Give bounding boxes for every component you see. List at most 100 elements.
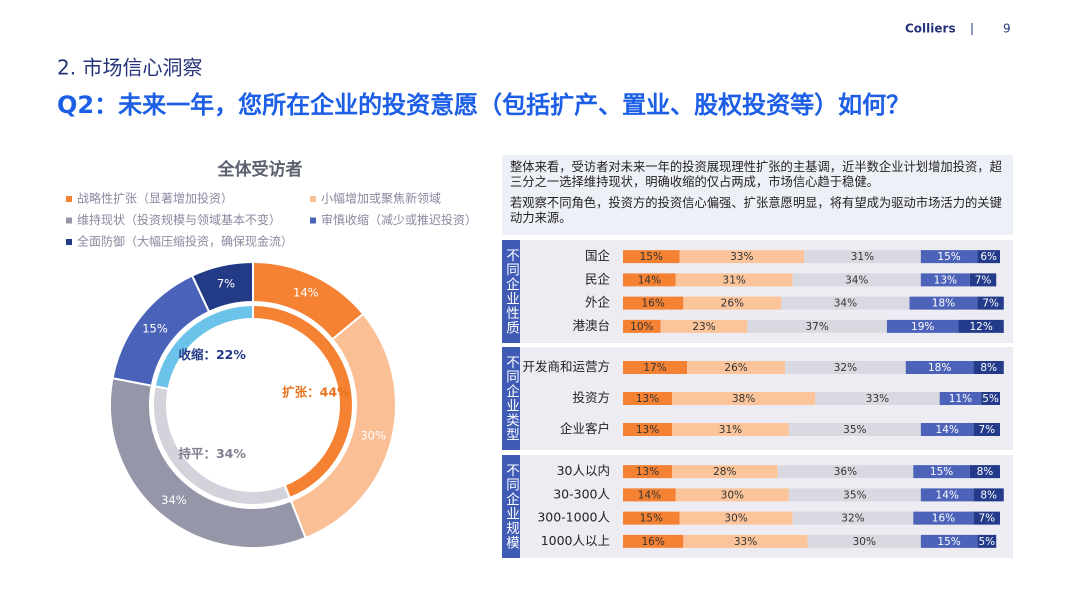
bar-segment: [939, 392, 982, 405]
bar-segment: [675, 273, 793, 287]
bar-segment: [792, 511, 914, 525]
bar-segment: [672, 392, 816, 405]
group-label: 不同企业规模: [503, 463, 520, 550]
row-label: 300-1000人: [537, 510, 610, 525]
bar-segment: [679, 250, 804, 264]
row-label: 1000人以上: [541, 533, 610, 548]
bar-segment: [675, 488, 789, 502]
bar-segment: [683, 296, 782, 310]
data-label: 35%: [843, 489, 866, 501]
data-label: 15%: [142, 321, 168, 335]
bar-segment: [660, 319, 748, 333]
data-label: 8%: [977, 466, 994, 478]
data-label: 15%: [930, 466, 953, 478]
data-label: 19%: [911, 321, 934, 333]
bar-segment: [920, 250, 978, 264]
data-label: 14%: [936, 424, 959, 436]
data-label: 30%: [360, 428, 386, 442]
bar-segment: [981, 392, 1000, 405]
bar-segment: [781, 296, 910, 310]
data-label: 持平：34%: [178, 446, 246, 461]
bar-segment: [807, 534, 921, 548]
data-label: 33%: [734, 536, 757, 548]
donut-segment: [289, 312, 397, 540]
slide-title: Q2：未来一年，您所在企业的投资意愿（包括扩产、置业、股权投资等）如何？: [57, 91, 910, 119]
bar-segment: [977, 296, 1004, 310]
row-label: 投资方: [572, 390, 610, 405]
data-label: 37%: [805, 321, 828, 333]
data-label: 13%: [934, 274, 957, 286]
group-label-bg: [502, 455, 520, 558]
data-label: 6%: [980, 251, 997, 263]
data-label: 16%: [641, 536, 664, 548]
bar-segment: [973, 488, 1004, 502]
data-label: 14%: [638, 489, 661, 501]
data-label: 18%: [928, 362, 951, 374]
bar-segment: [747, 319, 887, 333]
data-label: 31%: [723, 274, 746, 286]
bar-segment: [913, 465, 970, 479]
bar-segment: [803, 250, 921, 264]
bar-segment: [687, 361, 786, 374]
group-label-bg: [502, 347, 520, 450]
data-label: 14%: [936, 489, 959, 501]
bar-segment: [672, 465, 778, 479]
data-label: 35%: [843, 424, 866, 436]
bar-segment: [969, 273, 997, 287]
data-label: 30%: [853, 536, 876, 548]
data-label: 32%: [841, 513, 864, 525]
data-label: 14%: [638, 274, 661, 286]
data-label: 34%: [161, 493, 187, 507]
data-label: 11%: [949, 393, 972, 405]
data-label: 15%: [640, 251, 663, 263]
data-label: 30%: [721, 489, 744, 501]
data-label: 31%: [719, 424, 742, 436]
page-number: 9: [1003, 22, 1011, 36]
data-label: 7%: [975, 274, 992, 286]
bar-segment: [683, 534, 808, 548]
bar-segment: [969, 465, 1000, 479]
group-label: 不同企业性质: [503, 248, 520, 335]
data-label: 8%: [980, 489, 997, 501]
data-label: 33%: [730, 251, 753, 263]
data-label: 收缩：22%: [178, 347, 246, 362]
data-label: 16%: [932, 513, 955, 525]
data-label: 13%: [636, 466, 659, 478]
bar-segment: [777, 465, 914, 479]
data-label: 26%: [721, 298, 744, 310]
data-label: 30%: [724, 513, 747, 525]
bar-segment: [909, 296, 978, 310]
donut-segment: [109, 377, 307, 549]
bar-segment: [958, 319, 1004, 333]
data-label: 13%: [636, 424, 659, 436]
data-label: 5%: [982, 393, 999, 405]
data-label: 8%: [980, 362, 997, 374]
chart-title: 全体受访者: [217, 159, 303, 180]
row-label: 30-300人: [553, 486, 610, 501]
bar-segment: [977, 250, 1000, 264]
data-label: 12%: [969, 321, 992, 333]
row-label: 开发商和运营方: [522, 359, 610, 374]
data-label: 18%: [932, 298, 955, 310]
bar-segment: [623, 465, 673, 479]
legend-swatch: [310, 196, 316, 202]
brand: Colliers: [905, 22, 956, 36]
legend-swatch: [66, 239, 72, 245]
donut-segment: [190, 260, 254, 314]
bar-segment: [672, 423, 789, 436]
bar-segment: [623, 319, 661, 333]
paragraph: 整体来看，受访者对未来一年的投资展现理性扩张的主基调，近半数企业计划增加投资，超…: [510, 160, 1002, 189]
row-label: 企业客户: [560, 421, 610, 436]
legend-swatch: [66, 217, 72, 224]
legend-swatch: [310, 217, 316, 224]
legend-label: 全面防御（大幅压缩投资，确保现金流）: [77, 234, 293, 249]
legend-label: 战略性扩张（显著增加投资）: [77, 191, 233, 206]
legend-swatch: [66, 196, 72, 202]
bar-segment: [623, 273, 676, 287]
data-label: 7%: [978, 424, 995, 436]
bar-segment: [920, 488, 974, 502]
bar-segment: [623, 250, 680, 264]
data-label: 5%: [978, 536, 995, 548]
bar-segment: [679, 511, 793, 525]
bar-segment: [973, 423, 1000, 436]
